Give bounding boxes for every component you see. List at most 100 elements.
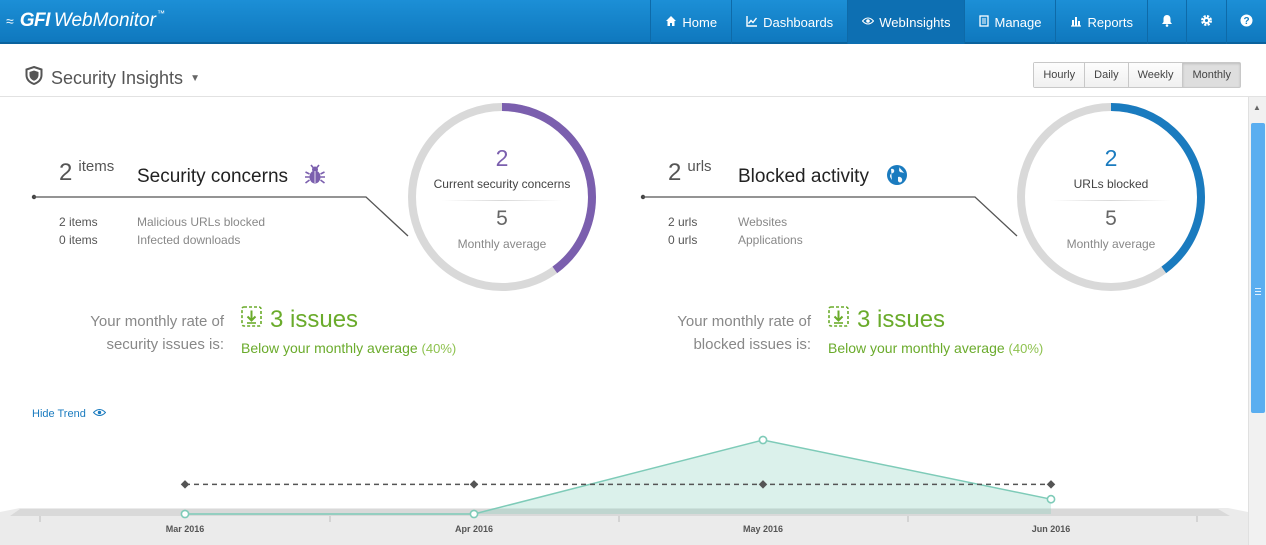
period-selector: Hourly Daily Weekly Monthly <box>1033 62 1241 88</box>
period-daily-button[interactable]: Daily <box>1084 63 1128 87</box>
download-arrow-icon <box>241 306 262 334</box>
security-issues: 3 issues <box>241 306 358 334</box>
security-rate-line1: Your monthly rate of <box>90 313 224 330</box>
blocked-row-label: Websites <box>738 215 788 229</box>
security-gauge-ring <box>408 103 596 291</box>
blocked-connector-line <box>643 196 1018 237</box>
period-weekly-button[interactable]: Weekly <box>1127 63 1183 87</box>
security-count: 2 items <box>59 158 114 187</box>
blocked-rate-line1: Your monthly rate of <box>677 313 811 330</box>
trend-series <box>180 435 1056 519</box>
x-tick-label: Jun 2016 <box>1032 524 1071 534</box>
globe-icon <box>886 164 908 191</box>
security-row-label: Malicious URLs blocked <box>137 215 266 229</box>
security-row-value: 2 items <box>59 215 98 229</box>
nav-reports-label: Reports <box>1087 14 1133 30</box>
home-icon <box>665 15 677 30</box>
nav-manage[interactable]: Manage <box>964 0 1055 44</box>
page-header: Security Insights ▼ Hourly Daily Weekly … <box>0 46 1266 97</box>
trend-data-point[interactable] <box>469 509 479 519</box>
logo-brand: GFI <box>19 10 51 31</box>
security-row-label: Infected downloads <box>137 233 241 247</box>
blocked-below-average: Below your monthly average (40%) <box>828 340 1043 356</box>
blocked-gauge-avg-label: Monthly average <box>1066 237 1156 251</box>
gfi-webmonitor-logo[interactable]: ≈ GFI WebMonitor ™ <box>6 7 165 35</box>
settings-button[interactable] <box>1186 0 1226 44</box>
blocked-gauge-value: 2 <box>1104 145 1118 171</box>
notifications-button[interactable] <box>1147 0 1186 44</box>
security-gauge-separator <box>442 200 562 201</box>
bar-chart-icon <box>1070 15 1082 30</box>
blocked-count-value: 2 <box>668 159 682 186</box>
blocked-gauge-separator <box>1051 200 1171 201</box>
blocked-below-pct: (40%) <box>1008 341 1044 356</box>
trend-data-point[interactable] <box>180 509 190 519</box>
blocked-rate-line2: blocked issues is: <box>693 336 811 353</box>
nav-manage-label: Manage <box>994 14 1042 30</box>
nav-webinsights[interactable]: WebInsights <box>847 0 965 44</box>
blocked-gauge: 2 URLs blocked 5 Monthly average <box>1021 107 1201 287</box>
nav-home-label: Home <box>682 14 718 30</box>
period-hourly-button[interactable]: Hourly <box>1034 63 1085 87</box>
blocked-row-websites: 2 urls Websites <box>668 215 787 229</box>
page-title: Security Insights <box>51 67 184 88</box>
scrollbar-thumb[interactable] <box>1251 123 1265 413</box>
security-count-unit: items <box>78 158 115 175</box>
security-below-pct: (40%) <box>421 341 457 356</box>
trend-data-point[interactable] <box>1046 494 1056 504</box>
security-gauge-label: Current security concerns <box>433 177 571 191</box>
blocked-gauge-ring <box>1017 103 1205 291</box>
security-row-malicious: 2 items Malicious URLs blocked <box>59 215 265 229</box>
trend-chart: Mar 2016 Apr 2016 May 2016 Jun 2016 <box>0 435 1248 545</box>
vertical-scrollbar[interactable]: ▲ <box>1248 97 1266 545</box>
trend-axis-band <box>0 508 1248 545</box>
nav-dashboards[interactable]: Dashboards <box>731 0 847 44</box>
trend-data-point[interactable] <box>758 435 768 445</box>
period-monthly-button[interactable]: Monthly <box>1182 63 1240 87</box>
bell-icon <box>1161 14 1173 30</box>
trend-area-fill <box>185 440 1051 514</box>
trend-area-line <box>185 439 1052 515</box>
nav-reports[interactable]: Reports <box>1055 0 1147 44</box>
blocked-activity-title: Blocked activity <box>738 166 869 187</box>
hide-trend-link[interactable]: Hide Trend <box>32 408 107 420</box>
blocked-row-label: Applications <box>738 233 803 247</box>
security-below-text: Below your monthly average <box>241 340 418 356</box>
trend-average-point <box>180 480 190 489</box>
security-gauge-avg: 5 <box>496 207 508 230</box>
x-tick-label: Mar 2016 <box>166 524 205 534</box>
blocked-below-text: Below your monthly average <box>828 340 1005 356</box>
help-button[interactable]: ? <box>1226 0 1266 44</box>
page-title-dropdown[interactable]: Security Insights ▼ <box>25 65 200 90</box>
eye-icon <box>92 408 107 420</box>
blocked-row-value: 2 urls <box>668 215 698 229</box>
blocked-gauge-arc <box>1017 103 1205 291</box>
chevron-down-icon: ▼ <box>190 72 200 84</box>
logo-mark-icon: ≈ <box>6 13 14 29</box>
x-tick-label: May 2016 <box>743 524 783 534</box>
security-gauge-avg-label: Monthly average <box>457 237 547 251</box>
security-gauge-arc <box>408 103 596 291</box>
trend-average-point <box>1046 480 1056 489</box>
security-row-infected: 0 items Infected downloads <box>59 233 240 247</box>
line-chart-icon <box>746 15 758 30</box>
eye-icon <box>861 15 875 29</box>
logo-product: WebMonitor <box>53 10 156 31</box>
scroll-up-arrow-icon[interactable]: ▲ <box>1253 103 1261 112</box>
security-rate-text: Your monthly rate of security issues is: <box>40 310 224 356</box>
scrollbar-grip-icon <box>1255 288 1261 295</box>
security-below-average: Below your monthly average (40%) <box>241 340 456 356</box>
blocked-count: 2 urls <box>668 158 712 187</box>
blocked-rate-text: Your monthly rate of blocked issues is: <box>620 310 811 356</box>
blocked-row-value: 0 urls <box>668 233 698 247</box>
security-rate-line2: security issues is: <box>106 336 224 353</box>
blocked-issues-text: 3 issues <box>857 306 946 333</box>
shield-icon <box>25 65 43 90</box>
security-row-value: 0 items <box>59 233 98 247</box>
nav-home[interactable]: Home <box>650 0 731 44</box>
trend-x-ticks <box>39 516 1198 522</box>
hide-trend-label: Hide Trend <box>32 408 86 420</box>
security-issues-text: 3 issues <box>270 306 359 333</box>
download-arrow-icon <box>828 306 849 334</box>
gear-icon <box>1200 14 1213 30</box>
